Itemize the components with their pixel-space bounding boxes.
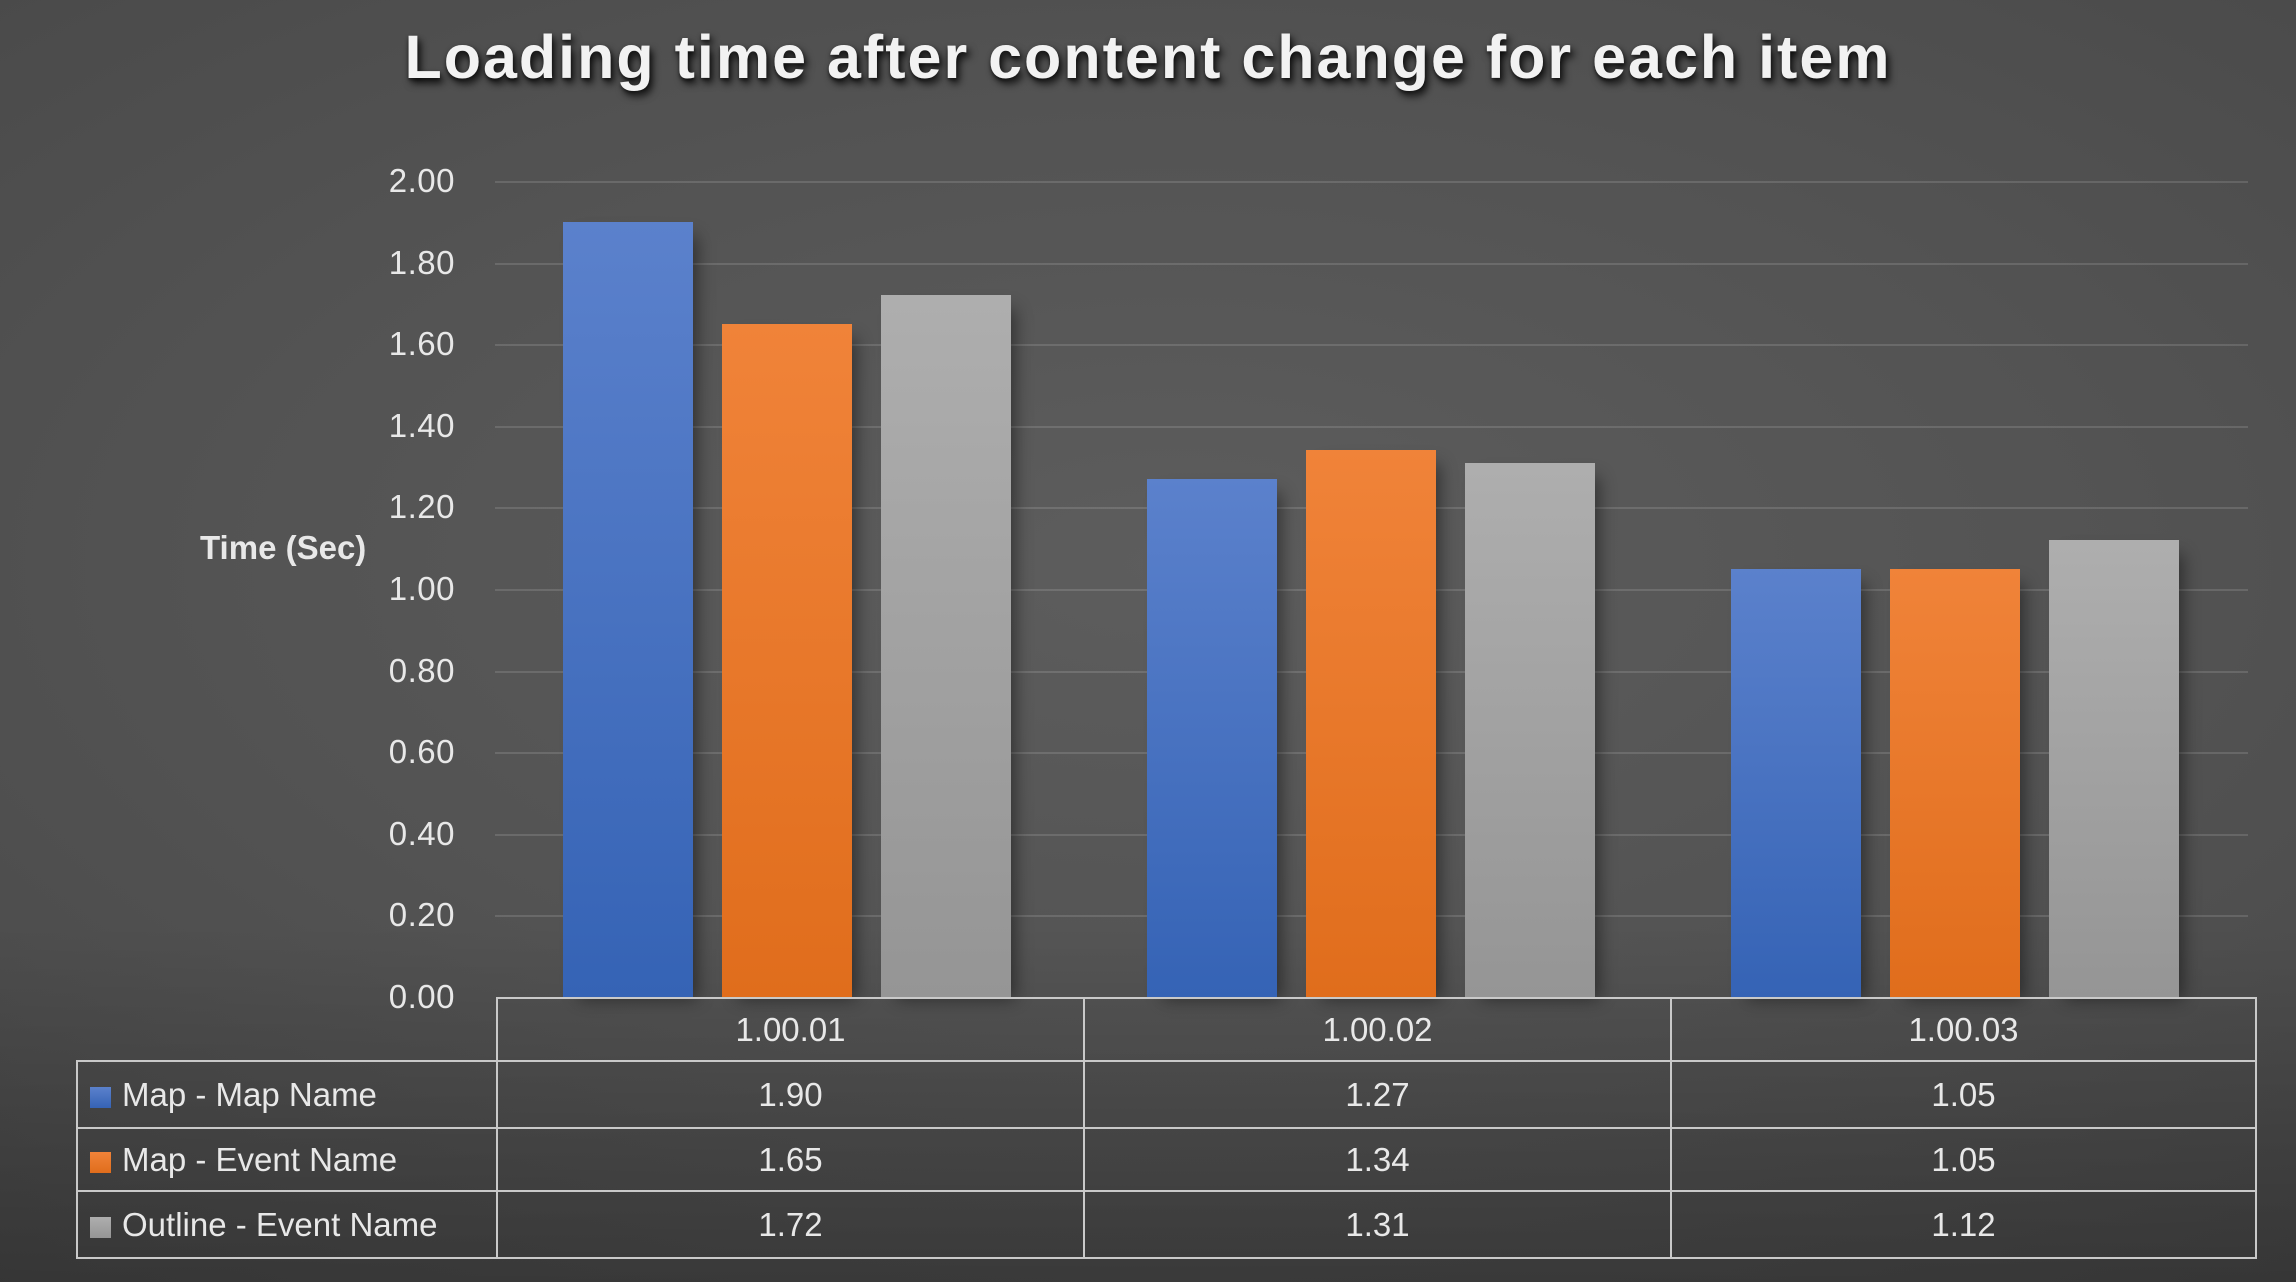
bar-Outline - Event Name-1.00.03 [2049,540,2180,997]
y-axis-tick-label: 0.20 [388,896,455,934]
value-cell: 1.90 [496,1060,1085,1129]
bar-Map - Event Name-1.00.02 [1306,450,1437,997]
category-header-cell: 1.00.02 [1083,997,1672,1062]
legend-label: Map - Map Name [122,1075,377,1113]
chart-title: Loading time after content change for ea… [404,23,1892,91]
bar-Outline - Event Name-1.00.02 [1464,462,1595,997]
bar-Map - Map Name-1.00.03 [1731,568,1862,997]
table-row: Map - Event Name 1.65 1.34 1.05 [76,1127,2257,1192]
bars-layer [495,181,2248,997]
gridline [495,344,2248,347]
y-axis-tick-label: 1.00 [388,570,455,607]
gridline [495,262,2248,265]
y-axis-tick-label: 0.80 [388,651,455,689]
bar-Map - Map Name-1.00.02 [1147,478,1278,997]
table-row: Outline - Event Name 1.72 1.31 1.12 [76,1190,2257,1259]
y-axis-tick-label: 1.40 [388,406,455,444]
value-cell: 1.65 [496,1127,1085,1192]
y-axis-tick-label: 2.00 [388,162,455,199]
value-cell: 1.34 [1083,1127,1672,1192]
table-row: Map - Map Name 1.90 1.27 1.05 [76,1060,2257,1129]
legend-label: Map - Event Name [122,1140,398,1178]
value-cell: 1.05 [1670,1127,2257,1192]
y-axis-tick-label: 0.00 [388,978,455,1015]
legend-cell: Map - Event Name [76,1127,498,1192]
value-cell: 1.31 [1083,1190,1672,1259]
table-corner-cell [77,998,497,1061]
table-header-row: 1.00.01 1.00.02 1.00.03 [77,997,2257,1062]
legend-swatch-icon [90,1151,111,1173]
value-cell: 1.72 [496,1190,1085,1259]
value-cell: 1.12 [1670,1190,2257,1259]
bar-group-1.00.03 [1664,181,2248,997]
value-cell: 1.05 [1670,1060,2257,1129]
category-header-cell: 1.00.03 [1670,997,2257,1062]
legend-cell: Outline - Event Name [76,1190,498,1259]
bar-group-1.00.02 [1079,181,1663,997]
bar-Map - Event Name-1.00.01 [721,323,852,997]
y-axis-tick-label: 1.60 [388,325,455,363]
y-axis-tick-label: 1.80 [388,243,455,281]
bar-group-1.00.01 [495,181,1079,997]
legend-cell: Map - Map Name [76,1060,498,1129]
y-axis-title: Time (Sec) [200,529,367,566]
category-header-cell: 1.00.01 [496,997,1085,1062]
data-table: 1.00.01 1.00.02 1.00.03 Map - Map Name 1.90 1… [76,997,2257,1259]
y-axis-tick-labels: 2.00 1.80 1.60 1.40 1.20 1.00 0.80 0.60 0.40 0.20… [0,162,455,1015]
legend-swatch-icon [90,1216,111,1238]
bar-Map - Map Name-1.00.01 [562,221,693,997]
gridline [495,425,2248,428]
value-cell: 1.27 [1083,1060,1672,1129]
plot-area [495,181,2248,997]
y-axis-tick-label: 1.20 [388,488,455,526]
legend-swatch-icon [90,1086,111,1108]
y-axis-tick-label: 0.40 [388,814,455,852]
bar-Map - Event Name-1.00.03 [1890,568,2021,997]
y-axis-tick-label: 0.60 [388,733,455,771]
legend-label: Outline - Event Name [122,1205,438,1243]
gridline [495,181,2248,183]
bar-Outline - Event Name-1.00.01 [880,295,1011,997]
